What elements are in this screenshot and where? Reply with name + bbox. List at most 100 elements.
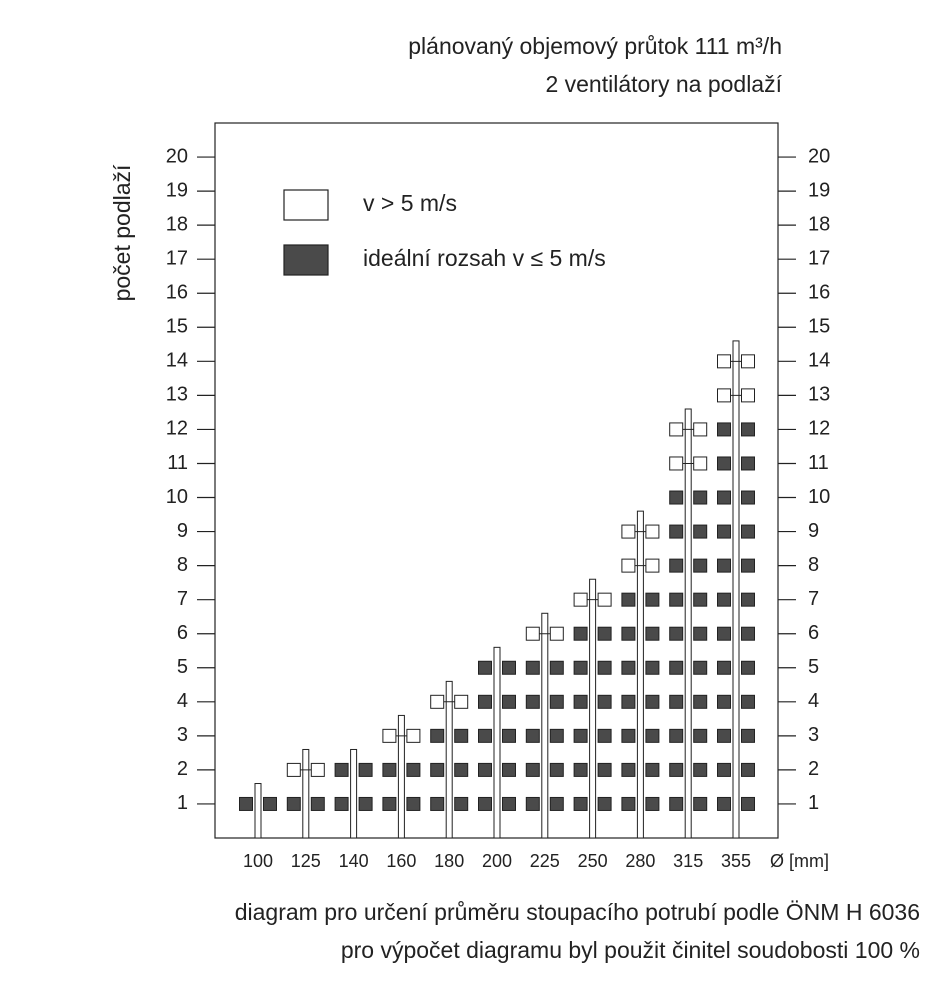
x-tick-label: 250: [578, 851, 608, 871]
square: [310, 762, 325, 777]
y-tick-label: 6: [808, 622, 819, 644]
pipe: [589, 578, 597, 839]
square: [573, 660, 588, 675]
segment: [525, 660, 564, 811]
segment: [621, 524, 660, 573]
y-tick-label: 2: [808, 758, 819, 780]
square: [478, 694, 492, 709]
x-axis-unit: Ø [mm]: [770, 851, 829, 871]
square: [286, 796, 301, 811]
y-tick-label: 8: [177, 554, 188, 576]
x-tick-label: 180: [434, 851, 464, 871]
square: [549, 660, 564, 675]
y-tick-label: 17: [808, 247, 830, 269]
square: [597, 728, 612, 743]
square: [741, 592, 755, 607]
square: [669, 592, 684, 607]
x-tick-label: 200: [482, 851, 512, 871]
segment: [525, 626, 564, 641]
square: [669, 490, 684, 505]
square: [478, 796, 492, 811]
square: [669, 558, 684, 573]
y-tick-label: 12: [808, 418, 830, 440]
square: [741, 558, 755, 573]
segment: [669, 422, 708, 471]
square: [597, 660, 612, 675]
segment: [334, 762, 373, 811]
square: [406, 762, 421, 777]
square: [549, 762, 564, 777]
square: [573, 796, 588, 811]
square: [549, 626, 564, 641]
pipe: [493, 646, 501, 839]
square: [549, 694, 564, 709]
square: [382, 762, 397, 777]
square: [693, 558, 708, 573]
y-tick-label: 2: [177, 758, 188, 780]
segment: [286, 762, 325, 777]
square: [741, 388, 755, 403]
square: [573, 592, 588, 607]
square: [286, 762, 301, 777]
square: [669, 796, 684, 811]
square: [717, 388, 731, 403]
square: [406, 728, 421, 743]
square: [621, 626, 636, 641]
y-tick-label: 8: [808, 554, 819, 576]
square: [334, 762, 349, 777]
y-tick-label: 3: [808, 724, 819, 746]
square: [693, 728, 708, 743]
y-tick-label: 4: [177, 690, 188, 712]
square: [693, 422, 708, 437]
legend-swatch: [283, 244, 329, 276]
y-tick-label: 15: [808, 316, 830, 338]
pipe: [684, 408, 692, 839]
y-tick-label: 7: [177, 588, 188, 610]
square: [430, 762, 445, 777]
y-tick-label: 13: [808, 384, 830, 406]
square: [525, 762, 540, 777]
segment: [430, 694, 469, 709]
y-tick-label: 18: [808, 213, 830, 235]
y-tick-label: 15: [166, 316, 188, 338]
square: [573, 762, 588, 777]
square: [741, 762, 755, 777]
x-tick-label: 125: [291, 851, 321, 871]
square: [645, 762, 660, 777]
square: [645, 728, 660, 743]
square: [717, 728, 731, 743]
pipe: [541, 612, 549, 839]
y-tick-label: 14: [166, 350, 188, 372]
square: [717, 694, 731, 709]
square: [573, 728, 588, 743]
note: pro výpočet diagramu byl použit činitel …: [341, 937, 920, 963]
pipe: [636, 510, 644, 839]
square: [454, 728, 469, 743]
square: [669, 694, 684, 709]
pipe: [350, 748, 358, 839]
segment: [717, 422, 755, 811]
y-tick-label: 4: [808, 690, 819, 712]
square: [382, 796, 397, 811]
square: [645, 626, 660, 641]
square: [525, 728, 540, 743]
square: [430, 728, 445, 743]
x-tick-label: 100: [243, 851, 273, 871]
square: [621, 660, 636, 675]
y-tick-label: 1: [808, 792, 819, 814]
x-tick-label: 280: [625, 851, 655, 871]
square: [741, 456, 755, 471]
square: [741, 490, 755, 505]
square: [549, 796, 564, 811]
square: [645, 524, 660, 539]
square: [525, 796, 540, 811]
y-tick-label: 18: [166, 213, 188, 235]
y-tick-label: 3: [177, 724, 188, 746]
square: [621, 728, 636, 743]
square: [717, 592, 731, 607]
square: [621, 762, 636, 777]
y-tick-label: 10: [808, 486, 830, 508]
y-tick-label: 12: [166, 418, 188, 440]
